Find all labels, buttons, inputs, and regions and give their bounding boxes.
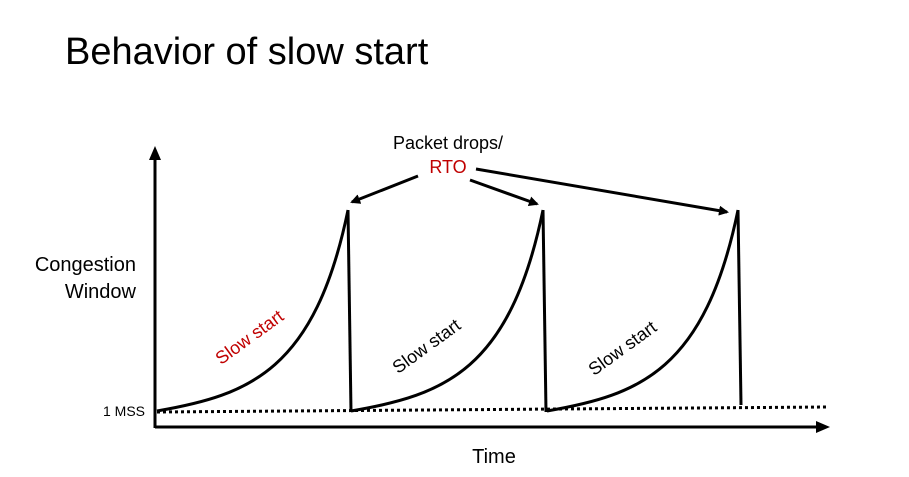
drop-line-2 xyxy=(541,209,548,413)
annotation-line-2: RTO xyxy=(429,157,466,177)
drop-line-3 xyxy=(736,209,743,406)
rto-arrow-3 xyxy=(475,167,729,216)
x-axis-arrowhead xyxy=(816,421,830,433)
mss-baseline xyxy=(156,405,829,414)
y-axis-arrowhead xyxy=(149,146,161,160)
rto-arrow-1 xyxy=(350,174,419,204)
mss-label: 1 MSS xyxy=(103,403,145,419)
drop-line-1 xyxy=(346,209,353,413)
phase-label-2: Slow start xyxy=(389,315,465,378)
slide-title: Behavior of slow start xyxy=(65,31,429,73)
slow-start-curve-2 xyxy=(350,209,545,413)
annotation-line-1: Packet drops/ xyxy=(393,133,503,153)
rto-arrow-2 xyxy=(469,178,539,207)
phase-label-1: Slow start xyxy=(212,306,288,369)
slow-start-curve-1 xyxy=(156,209,350,413)
y-axis-label-line-1: Congestion xyxy=(35,254,136,276)
y-axis-label-line-2: Window xyxy=(65,281,137,303)
x-axis-label: Time xyxy=(472,446,516,468)
phase-label-3: Slow start xyxy=(585,317,661,380)
slow-start-curve-3 xyxy=(546,209,740,413)
